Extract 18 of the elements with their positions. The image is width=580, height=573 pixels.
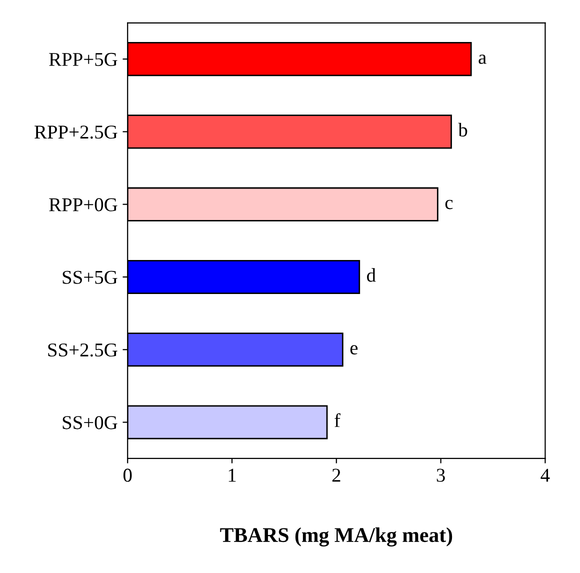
y-tick-label: RPP+5G bbox=[49, 52, 118, 66]
x-tick-label: 4 bbox=[540, 468, 550, 482]
y-tick-label: SS+2.5G bbox=[48, 343, 118, 357]
data-label: a bbox=[478, 54, 486, 64]
data-label: f bbox=[334, 413, 340, 427]
x-axis-title: TBARS (mg MA/kg meat) bbox=[220, 527, 452, 546]
x-tick-label: 0 bbox=[123, 468, 132, 482]
x-tick-label: 1 bbox=[228, 468, 236, 482]
x-tick-label: 3 bbox=[436, 468, 445, 482]
data-label: b bbox=[458, 122, 468, 137]
data-label: d bbox=[367, 268, 376, 282]
y-tick-label: SS+0G bbox=[62, 416, 118, 430]
x-tick-label: 2 bbox=[332, 468, 340, 482]
data-label: e bbox=[350, 345, 358, 354]
y-tick-label: RPP+2.5G bbox=[34, 126, 118, 139]
y-tick-label: SS+5G bbox=[62, 270, 118, 284]
y-tick-label: RPP+0G bbox=[49, 198, 118, 212]
data-label: c bbox=[445, 200, 453, 210]
